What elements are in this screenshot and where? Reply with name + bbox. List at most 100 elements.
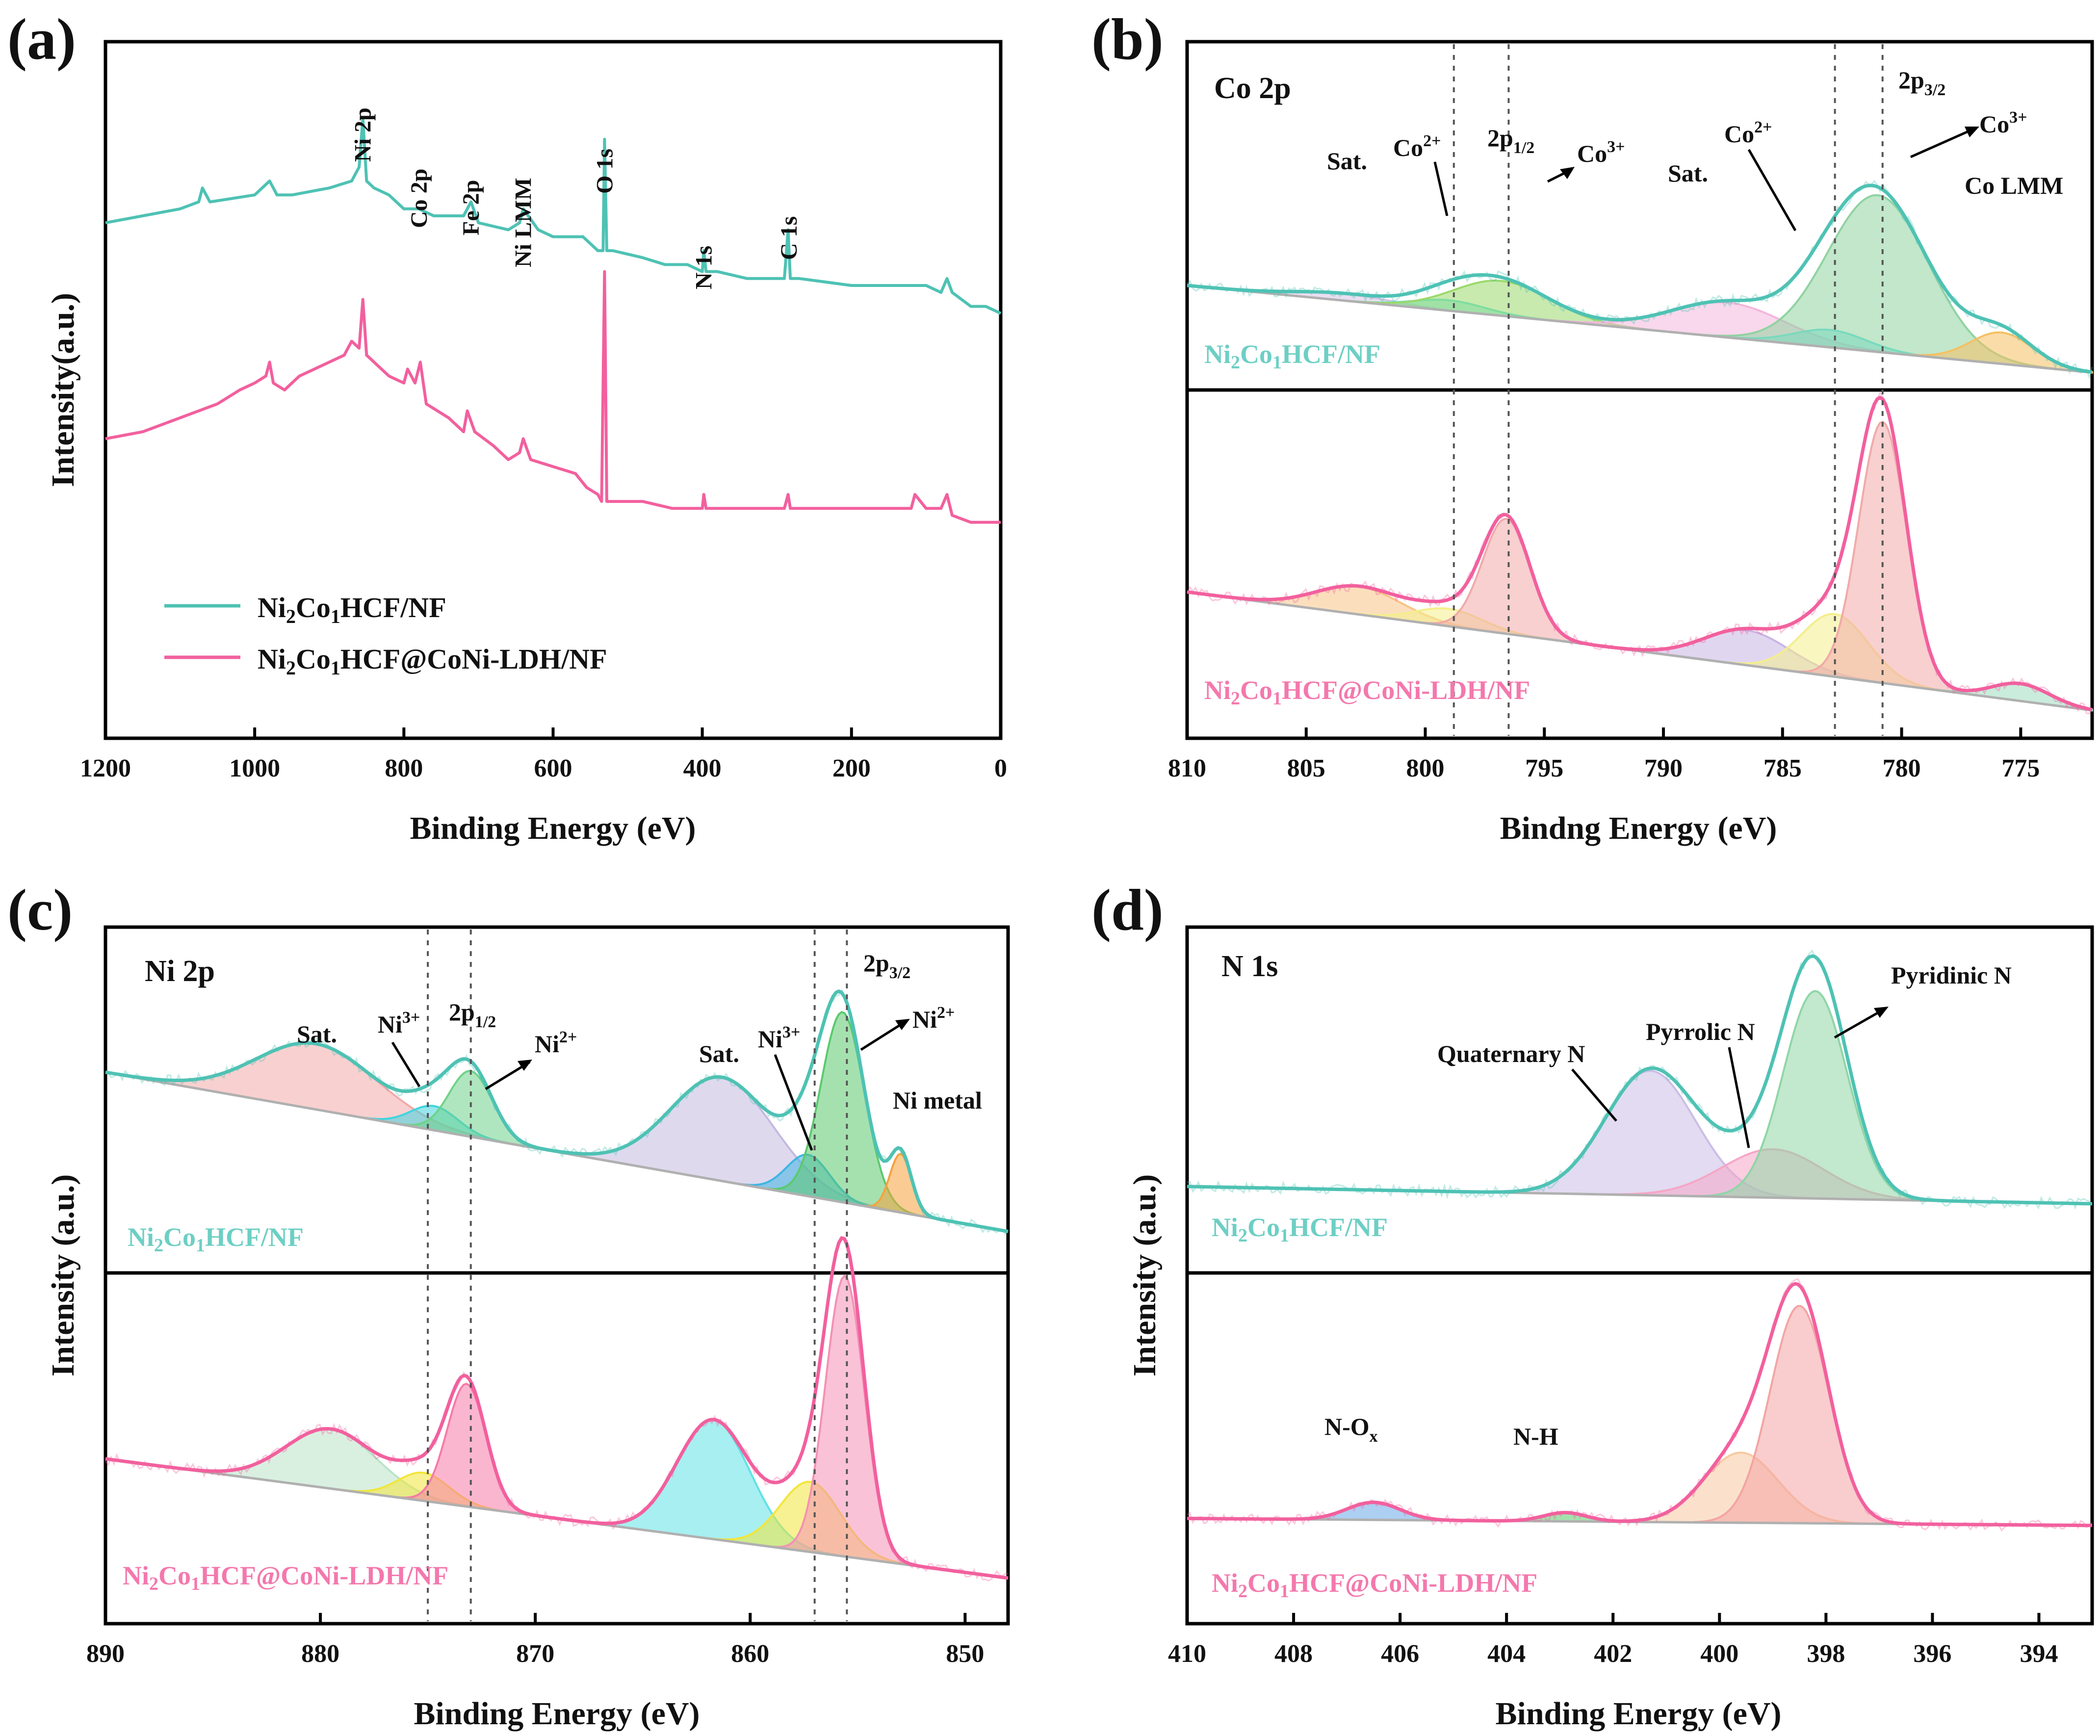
- ni2p-fit-bottom: [104, 1236, 1009, 1582]
- x-axis-title-c: Binding Energy (eV): [414, 1696, 700, 1732]
- x-axis-title-d: Binding Energy (eV): [1495, 1696, 1781, 1732]
- sample-label-b-bottom: Ni2Co1HCF@CoNi-LDH/NF: [1204, 675, 1530, 709]
- x-axis-ticks-a: 1200 1000 800 600 400 200 0: [80, 727, 1007, 782]
- x-tick-label: 402: [1594, 1640, 1632, 1668]
- raw-data-line: [1187, 1278, 2093, 1532]
- annot-c-ni2-2: Ni2+: [912, 1004, 955, 1033]
- survey-spectra: [105, 117, 1002, 524]
- background-line: [1187, 284, 2093, 374]
- arrow-d-2: [1728, 1047, 1750, 1148]
- x-tick-label: 0: [994, 754, 1007, 782]
- reference-lines-c: [427, 930, 848, 1621]
- annot-c-2p32: 2p3/2: [863, 949, 910, 982]
- x-axis-ticks-b: 810 805 800 795 790 785 780 775: [1168, 727, 2040, 782]
- x-tick-label: 1000: [229, 754, 280, 782]
- arrowhead-b-2: [1560, 167, 1575, 179]
- annot-b-co2-1: Co2+: [1393, 132, 1441, 161]
- x-tick-label: 880: [301, 1640, 339, 1668]
- reference-lines-b: [1452, 44, 1884, 736]
- raw-data-line: [1186, 391, 2093, 715]
- x-tick-label: 775: [2001, 754, 2040, 782]
- arrowhead-b-4: [1965, 127, 1979, 137]
- legend-label-pink: Ni2Co1HCF@CoNi-LDH/NF: [258, 643, 607, 679]
- envelope-line: [1187, 954, 2093, 1206]
- annot-c-ni2-1: Ni2+: [535, 1028, 577, 1058]
- x-axis-ticks-c: 890 880 870 860 850: [86, 1613, 984, 1668]
- annot-d-nox: N-Ox: [1324, 1413, 1378, 1446]
- x-tick-label: 795: [1525, 754, 1563, 782]
- peak-label: O 1s: [592, 149, 618, 194]
- annot-b-sat2: Sat.: [1668, 159, 1708, 187]
- x-tick-label: 410: [1168, 1640, 1206, 1668]
- x-tick-label: 860: [731, 1640, 769, 1668]
- plot-frame-d: [1185, 925, 2094, 1626]
- panel-c: (c) 890 880 870 860 850 Ni 2p Binding Energy…: [7, 877, 1010, 1732]
- co2p-fit-top: [1186, 180, 2093, 380]
- envelope-line: [105, 1236, 1009, 1580]
- x-tick-label: 404: [1487, 1640, 1526, 1668]
- peak-label: Ni 2p: [350, 107, 376, 162]
- x-axis-title-b: Bindng Energy (eV): [1500, 810, 1777, 846]
- sample-label-c-top: Ni2Co1HCF/NF: [128, 1222, 304, 1256]
- annot-b-sat1: Sat.: [1327, 147, 1367, 175]
- arrowhead-c-4: [895, 1019, 910, 1030]
- legend-label-teal: Ni2Co1HCF/NF: [258, 592, 446, 627]
- annot-d-pyrrolic: Pyrrolic N: [1646, 1018, 1755, 1045]
- annot-b-co3-2: Co3+: [1979, 108, 2027, 138]
- ni2p-fit-top: [105, 988, 1009, 1236]
- x-tick-label: 1200: [80, 754, 131, 782]
- arrow-b-4: [1910, 126, 1978, 158]
- y-axis-title-d: Intensity (a.u.): [1127, 1174, 1163, 1377]
- x-tick-label: 400: [1700, 1640, 1738, 1668]
- x-tick-label: 805: [1287, 754, 1325, 782]
- sample-label-c-bottom: Ni2Co1HCF@CoNi-LDH/NF: [123, 1561, 448, 1594]
- x-tick-label: 400: [683, 754, 722, 782]
- n1s-fit-bottom: [1187, 1278, 2093, 1532]
- sample-label-d-top: Ni2Co1HCF/NF: [1212, 1213, 1388, 1246]
- panel-title-c: Ni 2p: [145, 955, 215, 988]
- x-tick-label: 398: [1807, 1640, 1845, 1668]
- x-tick-label: 780: [1883, 754, 1921, 782]
- arrow-d-1: [1571, 1068, 1617, 1122]
- y-axis-title-a: Intensity(a.u.): [45, 293, 81, 487]
- annot-b-co2-2: Co2+: [1724, 118, 1772, 148]
- annotations-c: Sat. Ni3+ 2p1/2 Ni2+ Sat. Ni3+ 2p3/2 Ni2…: [297, 949, 982, 1151]
- x-tick-label: 810: [1168, 754, 1206, 782]
- annot-c-2p12: 2p1/2: [449, 998, 496, 1031]
- n1s-fit-top: [1187, 949, 2093, 1210]
- annot-d-pyridinic: Pyridinic N: [1891, 961, 2012, 989]
- x-tick-label: 890: [86, 1640, 125, 1668]
- y-axis-title-c: Intensity (a.u.): [45, 1174, 81, 1377]
- annot-b-2p32: 2p3/2: [1898, 66, 1945, 99]
- peak-label: C 1s: [776, 216, 802, 260]
- series-line: [105, 270, 1001, 524]
- x-tick-label: 785: [1763, 754, 1802, 782]
- x-tick-label: 800: [1406, 754, 1445, 782]
- annot-d-quaternary: Quaternary N: [1437, 1040, 1585, 1067]
- x-tick-label: 850: [946, 1640, 984, 1668]
- panel-label-d: (d): [1091, 877, 1164, 942]
- x-axis-title-a: Binding Energy (eV): [410, 810, 696, 846]
- arrowhead-d-3: [1874, 1007, 1889, 1018]
- arrow-c-3: [774, 1054, 813, 1151]
- envelope-line: [1187, 183, 2093, 374]
- envelope-line: [105, 989, 1009, 1233]
- panel-title-d: N 1s: [1221, 950, 1278, 983]
- x-tick-label: 600: [534, 754, 572, 782]
- legend-a: Ni2Co1HCF/NF Ni2Co1HCF@CoNi-LDH/NF: [164, 592, 607, 679]
- peak-label: Co 2p: [406, 169, 432, 228]
- x-tick-label: 870: [516, 1640, 554, 1668]
- co2p-fit-bottom: [1186, 391, 2093, 715]
- peak-label: Fe 2p: [458, 180, 484, 235]
- arrowhead-c-2: [518, 1060, 532, 1071]
- series-line: [105, 117, 1002, 315]
- x-tick-label: 200: [832, 754, 871, 782]
- annot-d-nh: N-H: [1513, 1423, 1558, 1450]
- fit-peak: [398, 1382, 535, 1517]
- annot-c-ni3-2: Ni3+: [758, 1023, 800, 1053]
- panel-label-a: (a): [7, 6, 76, 72]
- x-tick-label: 408: [1274, 1640, 1313, 1668]
- arrow-c-1: [391, 1041, 421, 1088]
- annot-c-nimetal: Ni metal: [893, 1087, 982, 1114]
- arrow-b-3: [1747, 149, 1797, 232]
